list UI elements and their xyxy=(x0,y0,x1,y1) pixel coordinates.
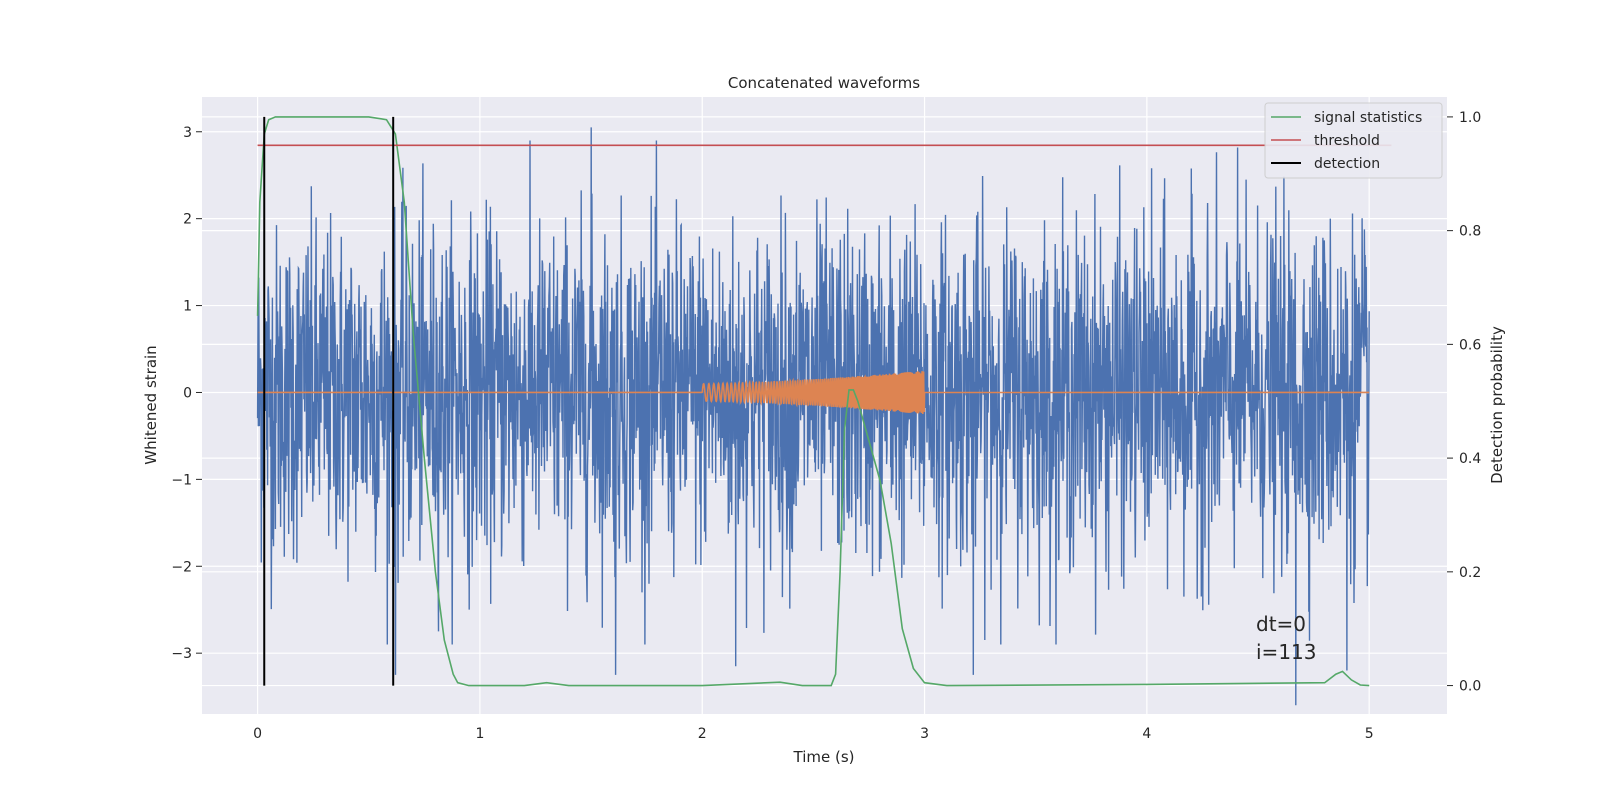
chirp-series-line xyxy=(257,371,1370,415)
y-tick-label: 2 xyxy=(183,212,192,228)
legend-label-threshold: threshold xyxy=(1314,133,1380,149)
y2-tick-label: 0.2 xyxy=(1459,565,1481,581)
chart-title: Concatenated waveforms xyxy=(728,74,920,92)
x-tick-label: 1 xyxy=(475,726,484,742)
y-tick-label: 1 xyxy=(183,299,192,315)
x-tick-label: 3 xyxy=(920,726,929,742)
y-tick-label: 3 xyxy=(183,125,192,141)
plot-area xyxy=(256,116,1392,706)
legend-label-detection: detection xyxy=(1314,156,1380,172)
y-tick-label: −1 xyxy=(171,472,192,488)
x-tick-label: 4 xyxy=(1142,726,1151,742)
annotation-line-dt: dt=0 xyxy=(1256,612,1306,636)
signal-statistics-line xyxy=(256,116,1370,687)
y2-tick-label: 0.6 xyxy=(1459,337,1481,353)
x-tick-label: 5 xyxy=(1365,726,1374,742)
y-axis-label: Whitened strain xyxy=(142,345,160,464)
annotation: dt=0 i=113 xyxy=(1256,612,1317,664)
legend-label-signal-statistics: signal statistics xyxy=(1314,110,1422,126)
axes: 0 1 2 3 4 5 −3 −2 −1 0 1 2 3 0.0 0.2 0.4 0.6 0.8 1.0 xyxy=(171,110,1481,742)
x-tick-label: 0 xyxy=(253,726,262,742)
y-tick-label: −3 xyxy=(171,646,192,662)
legend-box xyxy=(1264,102,1443,179)
annotation-line-i: i=113 xyxy=(1256,640,1317,664)
x-tick-label: 2 xyxy=(698,726,707,742)
legend: signal statistics threshold detection xyxy=(1264,102,1443,179)
y2-tick-label: 0.0 xyxy=(1459,679,1481,695)
y2-tick-label: 0.4 xyxy=(1459,451,1481,467)
x-axis-label: Time (s) xyxy=(793,748,855,766)
y2-tick-label: 1.0 xyxy=(1459,110,1481,126)
y-tick-label: 0 xyxy=(183,385,192,401)
y2-axis-label: Detection probability xyxy=(1488,326,1506,484)
noise-series-line xyxy=(256,127,1370,706)
y2-tick-label: 0.8 xyxy=(1459,224,1481,240)
y-tick-label: −2 xyxy=(171,559,192,575)
